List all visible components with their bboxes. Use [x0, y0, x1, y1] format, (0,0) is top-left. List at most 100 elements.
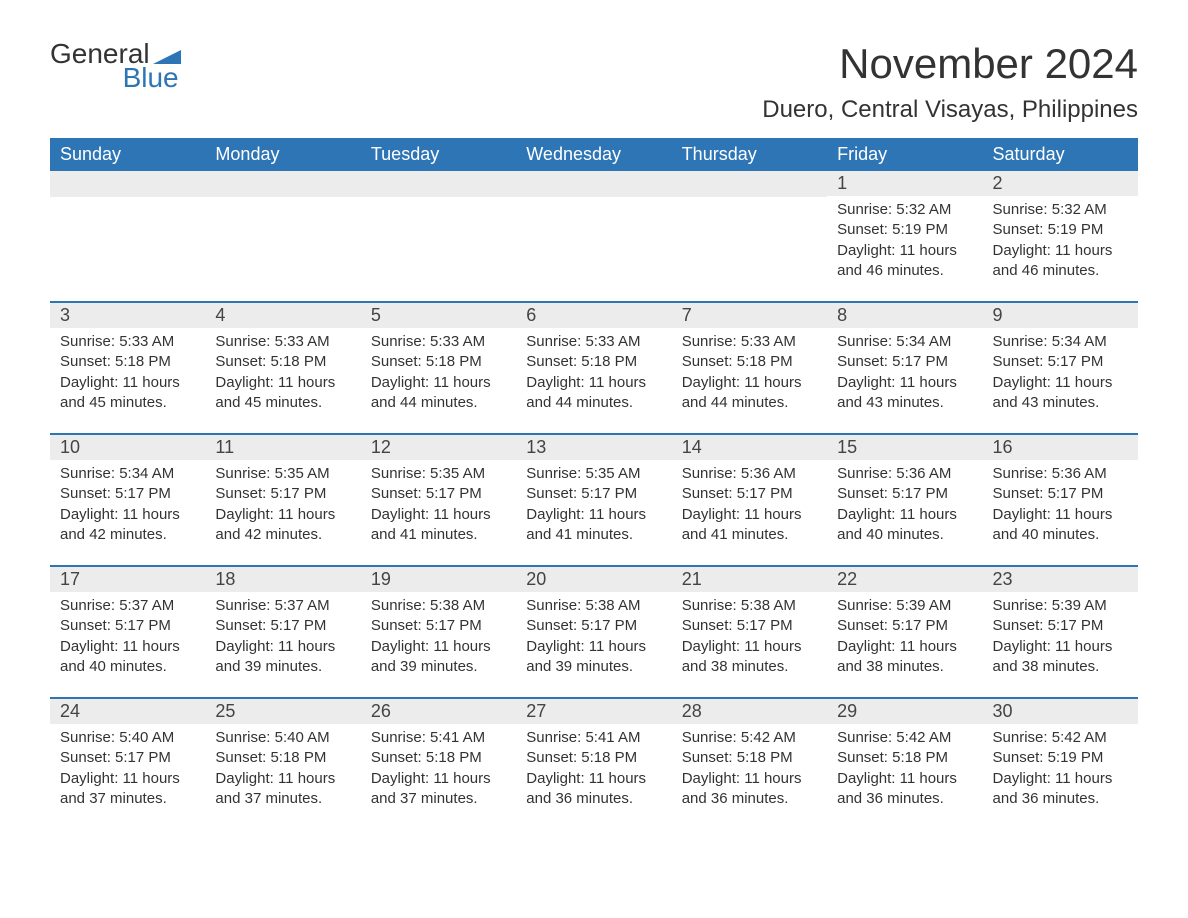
- daylight-text: Daylight: 11 hours and 44 minutes.: [682, 373, 817, 414]
- day-body: Sunrise: 5:38 AMSunset: 5:17 PMDaylight:…: [672, 592, 827, 683]
- sunrise-text: Sunrise: 5:38 AM: [371, 596, 506, 616]
- daylight-text: Daylight: 11 hours and 38 minutes.: [682, 637, 817, 678]
- day-cell: 17Sunrise: 5:37 AMSunset: 5:17 PMDayligh…: [50, 567, 205, 685]
- day-cell: [205, 171, 360, 289]
- day-cell: 6Sunrise: 5:33 AMSunset: 5:18 PMDaylight…: [516, 303, 671, 421]
- sunset-text: Sunset: 5:17 PM: [993, 352, 1128, 372]
- sunrise-text: Sunrise: 5:42 AM: [993, 728, 1128, 748]
- day-number: 15: [827, 435, 982, 460]
- day-number: 8: [827, 303, 982, 328]
- sunrise-text: Sunrise: 5:38 AM: [682, 596, 817, 616]
- day-number: 9: [983, 303, 1138, 328]
- day-body: Sunrise: 5:35 AMSunset: 5:17 PMDaylight:…: [361, 460, 516, 551]
- day-number: 16: [983, 435, 1138, 460]
- day-cell: 7Sunrise: 5:33 AMSunset: 5:18 PMDaylight…: [672, 303, 827, 421]
- daylight-text: Daylight: 11 hours and 43 minutes.: [993, 373, 1128, 414]
- day-cell: 9Sunrise: 5:34 AMSunset: 5:17 PMDaylight…: [983, 303, 1138, 421]
- day-cell: 20Sunrise: 5:38 AMSunset: 5:17 PMDayligh…: [516, 567, 671, 685]
- day-number: 29: [827, 699, 982, 724]
- sunrise-text: Sunrise: 5:36 AM: [682, 464, 817, 484]
- day-body: Sunrise: 5:33 AMSunset: 5:18 PMDaylight:…: [672, 328, 827, 419]
- day-body: Sunrise: 5:34 AMSunset: 5:17 PMDaylight:…: [50, 460, 205, 551]
- daylight-text: Daylight: 11 hours and 44 minutes.: [526, 373, 661, 414]
- day-cell: 8Sunrise: 5:34 AMSunset: 5:17 PMDaylight…: [827, 303, 982, 421]
- sunrise-text: Sunrise: 5:33 AM: [60, 332, 195, 352]
- day-body: Sunrise: 5:37 AMSunset: 5:17 PMDaylight:…: [205, 592, 360, 683]
- day-body: Sunrise: 5:37 AMSunset: 5:17 PMDaylight:…: [50, 592, 205, 683]
- sunrise-text: Sunrise: 5:36 AM: [993, 464, 1128, 484]
- day-body: Sunrise: 5:39 AMSunset: 5:17 PMDaylight:…: [983, 592, 1138, 683]
- sunrise-text: Sunrise: 5:40 AM: [60, 728, 195, 748]
- day-cell: 22Sunrise: 5:39 AMSunset: 5:17 PMDayligh…: [827, 567, 982, 685]
- sunset-text: Sunset: 5:19 PM: [837, 220, 972, 240]
- day-body: Sunrise: 5:40 AMSunset: 5:18 PMDaylight:…: [205, 724, 360, 815]
- location: Duero, Central Visayas, Philippines: [762, 96, 1138, 124]
- sunrise-text: Sunrise: 5:34 AM: [60, 464, 195, 484]
- sunrise-text: Sunrise: 5:37 AM: [215, 596, 350, 616]
- sunset-text: Sunset: 5:18 PM: [682, 352, 817, 372]
- day-body: Sunrise: 5:40 AMSunset: 5:17 PMDaylight:…: [50, 724, 205, 815]
- day-body: Sunrise: 5:33 AMSunset: 5:18 PMDaylight:…: [205, 328, 360, 419]
- day-number: 11: [205, 435, 360, 460]
- day-body: Sunrise: 5:42 AMSunset: 5:18 PMDaylight:…: [827, 724, 982, 815]
- sunset-text: Sunset: 5:17 PM: [60, 616, 195, 636]
- sunrise-text: Sunrise: 5:37 AM: [60, 596, 195, 616]
- sunset-text: Sunset: 5:17 PM: [837, 616, 972, 636]
- weekday-wednesday: Wednesday: [516, 138, 671, 171]
- day-body: Sunrise: 5:33 AMSunset: 5:18 PMDaylight:…: [516, 328, 671, 419]
- day-number: 12: [361, 435, 516, 460]
- day-cell: 16Sunrise: 5:36 AMSunset: 5:17 PMDayligh…: [983, 435, 1138, 553]
- day-body: Sunrise: 5:41 AMSunset: 5:18 PMDaylight:…: [361, 724, 516, 815]
- day-body: Sunrise: 5:32 AMSunset: 5:19 PMDaylight:…: [827, 196, 982, 287]
- day-cell: 2Sunrise: 5:32 AMSunset: 5:19 PMDaylight…: [983, 171, 1138, 289]
- day-number: 24: [50, 699, 205, 724]
- sunrise-text: Sunrise: 5:39 AM: [837, 596, 972, 616]
- day-cell: 30Sunrise: 5:42 AMSunset: 5:19 PMDayligh…: [983, 699, 1138, 817]
- sunset-text: Sunset: 5:17 PM: [60, 748, 195, 768]
- day-cell: 13Sunrise: 5:35 AMSunset: 5:17 PMDayligh…: [516, 435, 671, 553]
- daylight-text: Daylight: 11 hours and 42 minutes.: [60, 505, 195, 546]
- day-number: 4: [205, 303, 360, 328]
- day-number: 14: [672, 435, 827, 460]
- sunset-text: Sunset: 5:17 PM: [371, 484, 506, 504]
- week-row: 3Sunrise: 5:33 AMSunset: 5:18 PMDaylight…: [50, 301, 1138, 421]
- day-body: Sunrise: 5:39 AMSunset: 5:17 PMDaylight:…: [827, 592, 982, 683]
- day-cell: [516, 171, 671, 289]
- sunset-text: Sunset: 5:17 PM: [682, 616, 817, 636]
- day-number: 26: [361, 699, 516, 724]
- day-number: 5: [361, 303, 516, 328]
- day-cell: 1Sunrise: 5:32 AMSunset: 5:19 PMDaylight…: [827, 171, 982, 289]
- day-number: 13: [516, 435, 671, 460]
- sunrise-text: Sunrise: 5:40 AM: [215, 728, 350, 748]
- day-body: Sunrise: 5:42 AMSunset: 5:19 PMDaylight:…: [983, 724, 1138, 815]
- day-cell: 15Sunrise: 5:36 AMSunset: 5:17 PMDayligh…: [827, 435, 982, 553]
- daylight-text: Daylight: 11 hours and 39 minutes.: [215, 637, 350, 678]
- sunrise-text: Sunrise: 5:41 AM: [526, 728, 661, 748]
- day-number: 30: [983, 699, 1138, 724]
- day-number: 6: [516, 303, 671, 328]
- weekday-tuesday: Tuesday: [361, 138, 516, 171]
- day-body: Sunrise: 5:36 AMSunset: 5:17 PMDaylight:…: [827, 460, 982, 551]
- day-cell: 19 Sunrise: 5:38 AMSunset: 5:17 PMDayligh…: [361, 567, 516, 685]
- daylight-text: Daylight: 11 hours and 36 minutes.: [993, 769, 1128, 810]
- day-number: 21: [672, 567, 827, 592]
- sunset-text: Sunset: 5:17 PM: [371, 616, 506, 636]
- day-number: 19: [361, 567, 516, 592]
- header-row: General Blue November 2024 Duero, Centra…: [50, 40, 1138, 124]
- weekday-friday: Friday: [827, 138, 982, 171]
- daylight-text: Daylight: 11 hours and 39 minutes.: [371, 637, 506, 678]
- day-cell: 4Sunrise: 5:33 AMSunset: 5:18 PMDaylight…: [205, 303, 360, 421]
- day-body: Sunrise: 5:35 AMSunset: 5:17 PMDaylight:…: [205, 460, 360, 551]
- daylight-text: Daylight: 11 hours and 46 minutes.: [993, 241, 1128, 282]
- day-number: 23: [983, 567, 1138, 592]
- day-cell: 26Sunrise: 5:41 AMSunset: 5:18 PMDayligh…: [361, 699, 516, 817]
- day-cell: [50, 171, 205, 289]
- day-body: Sunrise: 5:41 AMSunset: 5:18 PMDaylight:…: [516, 724, 671, 815]
- logo-text-bottom: Blue: [123, 64, 181, 92]
- sunrise-text: Sunrise: 5:35 AM: [526, 464, 661, 484]
- daylight-text: Daylight: 11 hours and 37 minutes.: [60, 769, 195, 810]
- daylight-text: Daylight: 11 hours and 42 minutes.: [215, 505, 350, 546]
- daylight-text: Daylight: 11 hours and 45 minutes.: [215, 373, 350, 414]
- daylight-text: Daylight: 11 hours and 36 minutes.: [682, 769, 817, 810]
- daylight-text: Daylight: 11 hours and 41 minutes.: [682, 505, 817, 546]
